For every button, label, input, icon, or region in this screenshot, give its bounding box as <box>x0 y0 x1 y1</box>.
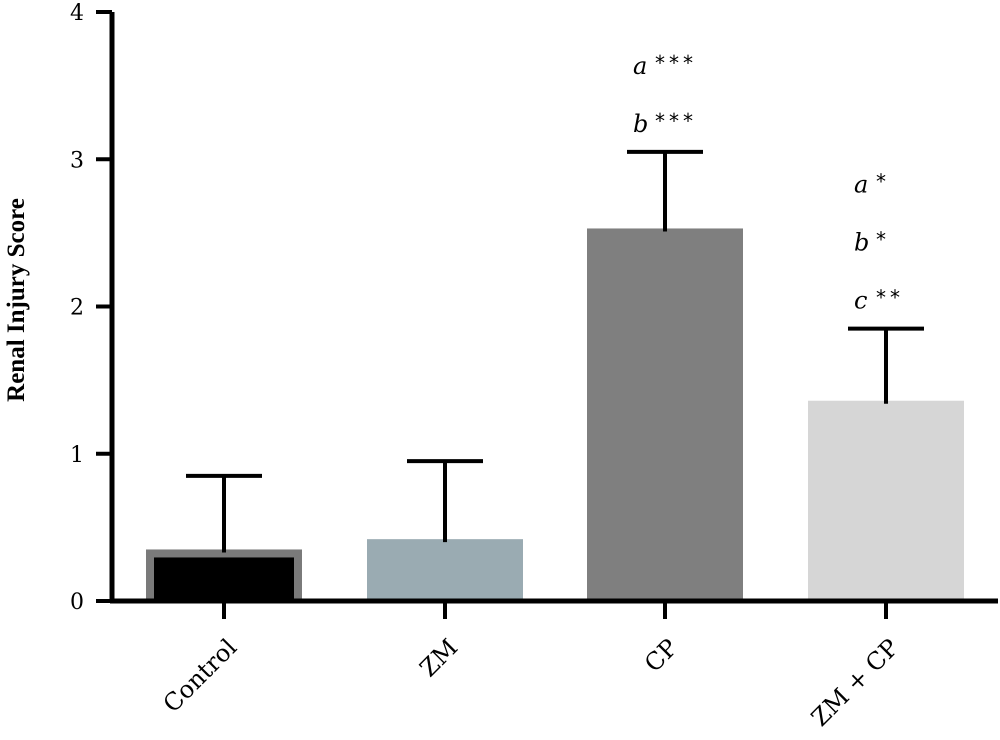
annotation-letter-zm-cp-c: c <box>854 287 867 315</box>
bar-cp <box>587 228 743 601</box>
y-tick-label-3: 3 <box>70 148 84 173</box>
annotation-stars-zm-cp-b: * <box>876 228 890 252</box>
x-tick-label-zm: ZM <box>414 633 463 682</box>
annotations-group: a *** b *** a * b * c ** <box>633 51 904 315</box>
annotation-letter-zm-cp-b: b <box>854 229 869 257</box>
bar-control <box>154 557 294 601</box>
axes-group: Control ZM CP ZM + CP 0 1 2 3 4 <box>70 1 998 732</box>
x-tick-label-control: Control <box>158 633 243 718</box>
annotation-letter-zm-cp-a: a <box>854 171 868 199</box>
y-tick-label-4: 4 <box>70 1 84 26</box>
annotation-stars-zm-cp-a: * <box>876 170 890 194</box>
bars-group <box>146 228 964 601</box>
y-tick-label-0: 0 <box>70 590 84 615</box>
error-bars-group <box>186 149 924 553</box>
annotation-letter-cp-b: b <box>633 110 648 138</box>
annotation-letter-cp-a: a <box>633 52 647 80</box>
y-axis-title: Renal Injury Score <box>3 198 30 402</box>
x-tick-label-cp: CP <box>639 633 683 677</box>
annotation-stars-cp-a: *** <box>655 51 697 75</box>
y-tick-label-1: 1 <box>70 443 84 468</box>
annotation-stars-zm-cp-c: ** <box>876 286 904 310</box>
y-tick-label-2: 2 <box>70 296 84 321</box>
bar-zm-cp <box>808 400 964 601</box>
bar-zm <box>367 539 523 601</box>
annotation-stars-cp-b: *** <box>655 109 697 133</box>
x-tick-label-zm-cp: ZM + CP <box>806 633 904 731</box>
